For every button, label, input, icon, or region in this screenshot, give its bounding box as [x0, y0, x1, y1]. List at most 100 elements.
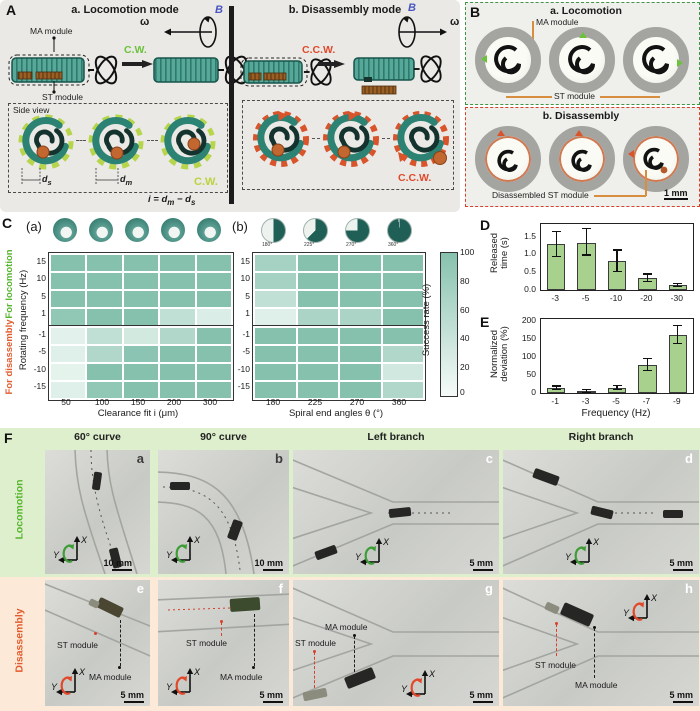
panel-e-chart: E Normalized deviation (%) 0 50 100 150 200 -… — [478, 308, 700, 426]
red-arrow — [628, 150, 634, 158]
heatmap-cell — [340, 291, 381, 307]
heatmap-cell — [87, 309, 122, 325]
st-leader-line — [600, 96, 660, 98]
green-arrow — [579, 32, 587, 38]
st-marker-dot — [94, 632, 97, 635]
error-cap — [551, 385, 561, 387]
heatmap-xtick: 360 — [391, 397, 407, 407]
st-leader — [556, 624, 557, 656]
heatmap-xtick: 300 — [202, 397, 218, 407]
heatmap-cell — [123, 291, 159, 307]
row-label-disassembly: Disassembly — [13, 608, 26, 673]
heatmap-b-yticks-bottom: -1 -5 -10 -15 — [228, 325, 250, 395]
bar-xtick: -10 — [609, 293, 623, 303]
ds-label: ds — [42, 174, 52, 187]
photo-g-leftbranch-disassembly: g MA module ST module 5 mm — [293, 580, 499, 706]
heatmap-ytick: 1 — [245, 308, 250, 319]
side-view-box-locomotion — [8, 103, 228, 193]
scalebar: 10 mm — [103, 558, 132, 571]
side-view-label: Side view — [13, 105, 50, 115]
heatmap-cell — [51, 364, 86, 380]
panel-d-yticks: 0.0 0.5 1.0 1.5 — [518, 223, 538, 295]
scalebar: 5 mm — [469, 558, 493, 571]
ma-module-label: MA module — [325, 622, 368, 632]
error-cap — [551, 255, 561, 257]
heatmap-xtick: 180 — [265, 397, 281, 407]
tube-photo-1 — [475, 27, 541, 93]
heatmap-cell — [255, 291, 296, 307]
scalebar: 10 mm — [254, 558, 283, 571]
ma-marker-dot — [353, 634, 356, 637]
panel-d-ylabel: Released time (s) — [489, 232, 510, 274]
scalebar: 5 mm — [259, 690, 283, 703]
heatmap-ytick: -5 — [38, 346, 46, 357]
heatmap-cell — [87, 273, 122, 289]
axis-rotation-icon — [166, 664, 208, 700]
bar-xtick: -30 — [670, 293, 683, 303]
heatmap-cell — [255, 382, 296, 398]
angle-icon-270 — [345, 218, 370, 243]
error-cap — [551, 230, 561, 232]
ma-module-label: MA module — [89, 672, 132, 682]
panel-e-plot — [540, 318, 694, 394]
channel-90curve — [158, 471, 255, 574]
heatmap-cell — [123, 364, 159, 380]
heatmap-ytick: -1 — [38, 328, 46, 339]
photo-e-60curve-disassembly: e ST module MA module 5 mm — [45, 580, 150, 706]
error-cap — [612, 384, 622, 387]
panel-b-label: B — [470, 4, 481, 20]
photo-letter: d — [685, 451, 693, 466]
locomotion-photo-box: B a. Locomotion MA module ST module — [465, 2, 700, 105]
channel-branch — [293, 587, 499, 699]
error-bar — [677, 326, 679, 345]
b-scalebar: 1 mm — [664, 188, 688, 200]
heatmap-cell — [297, 328, 338, 344]
heatmap-cell — [123, 382, 159, 398]
heatmap-cell — [160, 328, 195, 344]
panel-e-xticks: -1 -3 -5 -7 -9 — [540, 396, 692, 408]
bar-xtick: -9 — [673, 396, 681, 406]
locomotion-mode-title: a. Locomotion mode — [71, 4, 179, 16]
dm-label: dm — [120, 174, 133, 187]
axis-rotation-icon — [565, 534, 607, 570]
frame-connector — [76, 140, 86, 141]
b-field-left: B — [215, 4, 223, 16]
axis-rotation-icon — [623, 590, 665, 626]
panel-f-experiments: F 60° curve 90° curve Left branch Right … — [0, 428, 700, 711]
axis-rotation-icon — [53, 532, 95, 568]
spiral-sample-icon — [89, 218, 113, 242]
ma-leader — [254, 614, 255, 666]
error-bar — [586, 390, 588, 394]
panel-d-plot — [540, 223, 694, 291]
robot-ma — [229, 596, 261, 613]
heatmap-cell — [87, 364, 122, 380]
field-rotation-icon — [164, 16, 217, 48]
heatmap-cell — [255, 364, 296, 380]
panel-d-label: D — [480, 217, 491, 233]
col-title-90curve: 90° curve — [200, 431, 247, 443]
transition-arrowhead-right — [334, 60, 345, 68]
tube-photo-5 — [549, 126, 615, 192]
colorbar-tick: 20 — [460, 362, 470, 372]
heatmap-b-locomotion — [252, 252, 426, 328]
heatmap-cell — [382, 328, 423, 344]
photo-letter: g — [485, 581, 493, 596]
col-title-right-branch: Right branch — [568, 431, 634, 443]
side-view-box-disassembly — [242, 100, 454, 190]
heatmap-cell — [297, 382, 338, 398]
error-cap — [582, 392, 592, 394]
heatmap-cell — [340, 346, 381, 362]
success-rate-colorbar — [440, 252, 458, 397]
error-cap — [673, 285, 683, 287]
heatmap-cell — [297, 309, 338, 325]
ma-leader-line — [532, 21, 534, 47]
photo-letter: a — [136, 451, 144, 466]
heatmap-cell — [196, 346, 231, 362]
angle-icon-225 — [303, 218, 328, 243]
panel-c-heatmaps: C (a) (b) 180° 225° 270° 360° For locomo… — [0, 215, 478, 428]
heatmap-cell — [340, 364, 381, 380]
heatmap-cell — [382, 346, 423, 362]
panel-e-label: E — [480, 314, 490, 330]
bar-xtick: -7 — [642, 396, 651, 406]
